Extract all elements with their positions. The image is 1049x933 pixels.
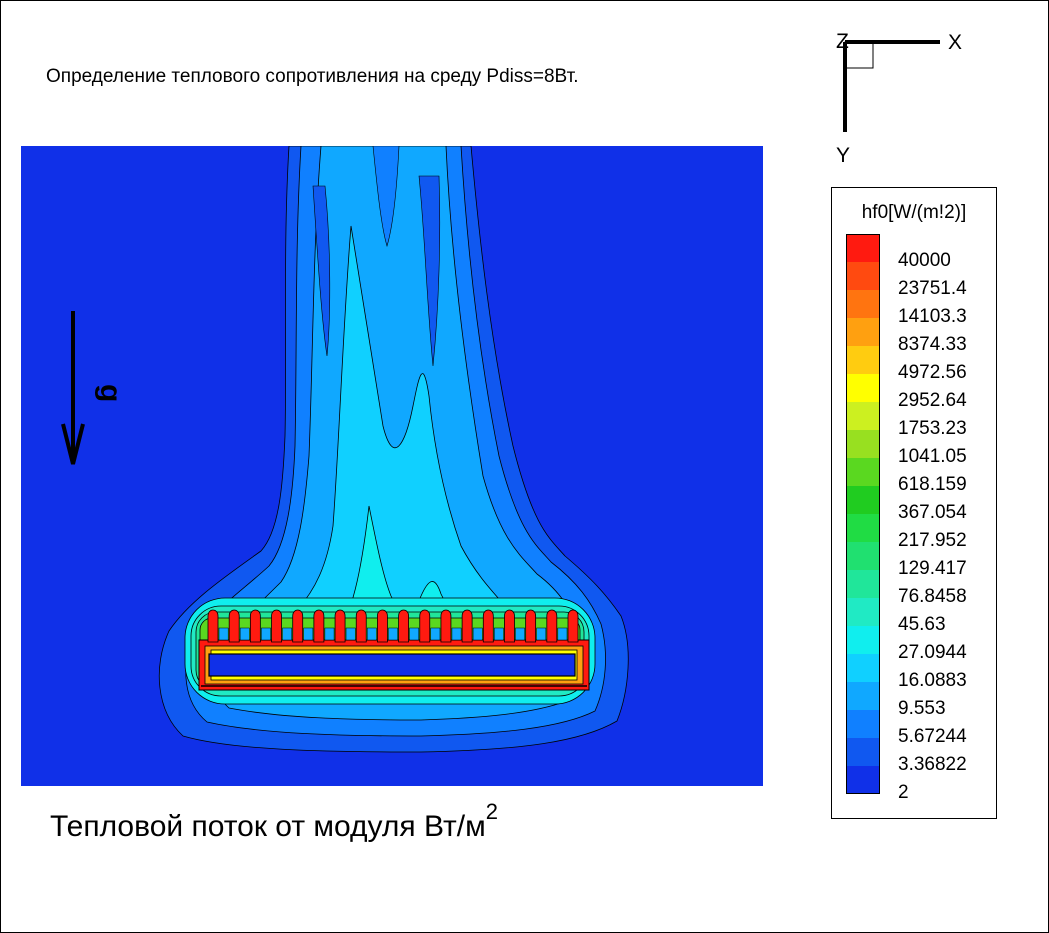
legend-value: 5.67244	[898, 726, 967, 747]
fin-gap	[494, 627, 504, 641]
legend-swatch	[846, 262, 880, 290]
axis-y-label: Y	[836, 144, 851, 167]
legend-value: 45.63	[898, 614, 946, 635]
gravity-label: g	[94, 384, 127, 402]
legend-value: 217.952	[898, 530, 967, 551]
legend-title: hf0[W/(m!2)]	[861, 202, 967, 223]
legend-value: 2	[898, 782, 909, 803]
fin	[546, 609, 558, 643]
fin	[271, 609, 282, 643]
legend-swatch	[846, 514, 880, 542]
fin	[440, 609, 452, 643]
legend-swatch	[846, 766, 880, 794]
fin-gap	[451, 627, 462, 641]
fin	[419, 609, 431, 643]
fin-gap	[345, 627, 356, 641]
fin-gap	[536, 627, 547, 641]
fin-gap	[282, 627, 292, 641]
plume-contour-3	[213, 146, 581, 721]
legend-swatch	[846, 346, 880, 374]
module-core	[208, 653, 576, 677]
legend-value: 76.8458	[898, 586, 967, 607]
axes-indicator: Z X Y	[830, 28, 980, 168]
caption-text: Тепловой поток от модуля Вт/м	[50, 810, 486, 843]
legend-value: 3.36822	[898, 754, 967, 775]
fin-gap	[472, 627, 483, 641]
legend-swatch	[846, 430, 880, 458]
fin-gap	[430, 627, 441, 641]
fin	[377, 609, 388, 643]
legend-swatch	[846, 374, 880, 402]
fin	[313, 609, 325, 643]
fin-gap	[303, 627, 314, 641]
legend-value: 4972.56	[898, 362, 967, 383]
legend-value: 23751.4	[898, 278, 967, 299]
fin-gap	[557, 627, 568, 641]
legend-value: 367.054	[898, 502, 967, 523]
plume-streak-2	[418, 175, 441, 367]
fin-gap	[515, 627, 525, 641]
legend-value: 16.0883	[898, 670, 967, 691]
fin	[249, 609, 261, 643]
fin-gap	[324, 627, 335, 641]
heatsink-fins	[207, 609, 579, 643]
axes-lines	[843, 40, 940, 132]
color-legend: hf0[W/(m!2)] 40000 23751.4 14103.3 8374.33 4…	[831, 187, 997, 819]
legend-swatch	[846, 654, 880, 682]
legend-value: 40000	[898, 250, 951, 271]
legend-swatch	[846, 682, 880, 710]
fin-gap	[366, 627, 377, 641]
legend-swatch	[846, 570, 880, 598]
legend-swatch	[846, 626, 880, 654]
plume-streak-1	[372, 146, 400, 248]
fin	[207, 609, 219, 643]
legend-swatch	[846, 290, 880, 318]
legend-value: 14103.3	[898, 306, 967, 327]
fin	[398, 609, 409, 643]
fin	[334, 609, 346, 643]
legend-swatch	[846, 458, 880, 486]
legend-swatch	[846, 318, 880, 346]
figure-title: Определение теплового сопротивления на с…	[46, 66, 579, 87]
gravity-arrow-head	[61, 423, 85, 465]
axis-z-label: Z	[836, 30, 849, 53]
fin-gap	[261, 627, 271, 641]
legend-swatch	[846, 542, 880, 570]
contour-plot: g	[21, 146, 763, 786]
fin	[525, 609, 537, 643]
plume-streak-3	[312, 185, 331, 357]
legend-value: 1753.23	[898, 418, 967, 439]
fin-gap	[239, 627, 250, 641]
fin	[228, 609, 240, 643]
legend-swatch	[846, 598, 880, 626]
caption-superscript: 2	[485, 799, 498, 824]
fin	[482, 609, 494, 643]
legend-value: 129.417	[898, 558, 967, 579]
fin-gap	[218, 627, 229, 641]
legend-value: 8374.33	[898, 334, 967, 355]
legend-value: 9.553	[898, 698, 946, 719]
legend-swatch	[846, 738, 880, 766]
legend-value: 27.0944	[898, 642, 967, 663]
fin	[355, 609, 367, 643]
axis-x-label: X	[948, 31, 963, 54]
fin-gap	[409, 627, 420, 641]
fin-gap	[388, 627, 398, 641]
fin	[504, 609, 515, 643]
legend-swatch	[846, 234, 880, 262]
legend-swatch	[846, 710, 880, 738]
fin	[567, 609, 579, 643]
figure-caption: Тепловой поток от модуля Вт/м2	[50, 799, 498, 844]
legend-value: 2952.64	[898, 390, 967, 411]
legend-value: 618.159	[898, 474, 967, 495]
legend-value: 1041.05	[898, 446, 967, 467]
legend-swatch	[846, 402, 880, 430]
fin	[461, 609, 473, 643]
fin	[292, 609, 304, 643]
legend-swatch	[846, 486, 880, 514]
